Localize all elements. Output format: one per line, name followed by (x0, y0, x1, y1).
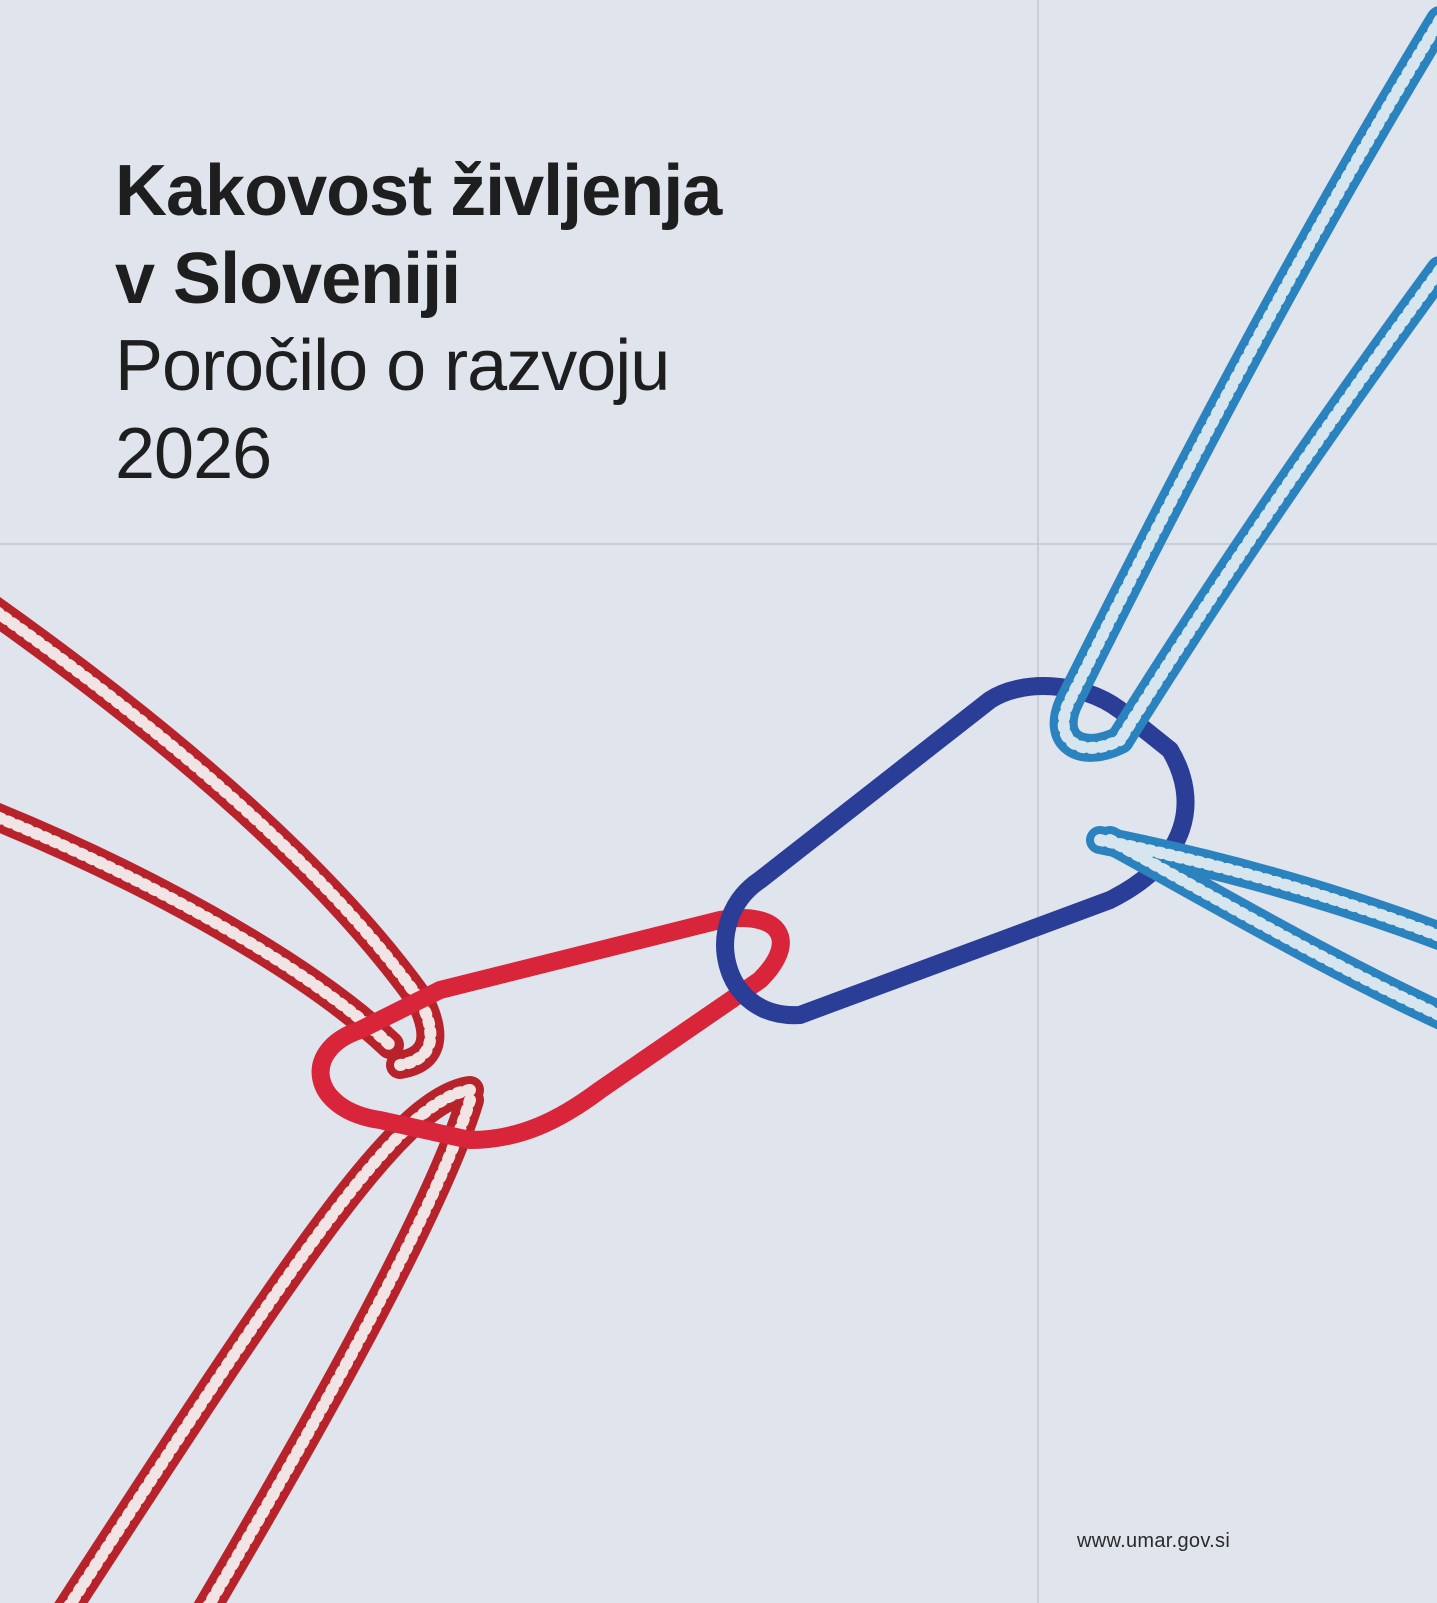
title-line: Kakovost življenja (115, 150, 721, 232)
subtitle-line: 2026 (115, 413, 271, 495)
website-url: www.umar.gov.si (1077, 1530, 1230, 1553)
subtitle-line: Poročilo o razvoju (115, 325, 669, 407)
blue-ropes (1064, 20, 1437, 1020)
red-ropes (0, 600, 470, 1603)
title-line: v Sloveniji (115, 238, 460, 320)
cover: Kakovost življenja v Sloveniji Poročilo … (0, 0, 1437, 1603)
